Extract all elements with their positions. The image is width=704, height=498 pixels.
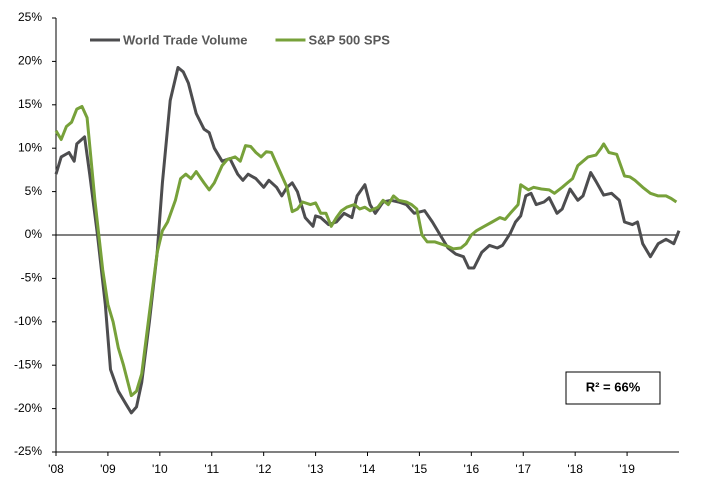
annotation-box xyxy=(565,371,661,405)
x-tick-label: '13 xyxy=(308,462,324,476)
y-tick-label: 5% xyxy=(25,184,43,198)
x-tick-label: '19 xyxy=(619,462,635,476)
x-tick-label: '10 xyxy=(152,462,168,476)
x-tick-label: '15 xyxy=(412,462,428,476)
y-tick-label: 20% xyxy=(18,54,42,68)
y-tick-label: 10% xyxy=(18,140,42,154)
x-tick-label: '18 xyxy=(567,462,583,476)
x-tick-label: '12 xyxy=(256,462,272,476)
y-tick-label: -10% xyxy=(14,314,42,328)
x-tick-label: '14 xyxy=(360,462,376,476)
series-line xyxy=(54,105,678,398)
x-tick-label: '17 xyxy=(515,462,531,476)
annotation: R² = 66% xyxy=(586,379,641,394)
y-tick-label: 15% xyxy=(18,97,42,111)
y-tick-label: -15% xyxy=(14,357,42,371)
legend-label: World Trade Volume xyxy=(123,32,247,47)
y-tick-label: 0% xyxy=(25,227,43,241)
x-tick-label: '08 xyxy=(48,462,64,476)
y-tick-label: -5% xyxy=(21,271,43,285)
y-tick-label: 25% xyxy=(18,10,42,24)
x-tick-label: '11 xyxy=(204,462,219,476)
legend-label: S&P 500 SPS xyxy=(308,32,390,47)
y-tick-label: -25% xyxy=(14,444,42,458)
series-line xyxy=(54,66,681,415)
y-tick-label: -20% xyxy=(14,401,42,415)
x-tick-label: '16 xyxy=(464,462,480,476)
x-tick-label: '09 xyxy=(100,462,116,476)
